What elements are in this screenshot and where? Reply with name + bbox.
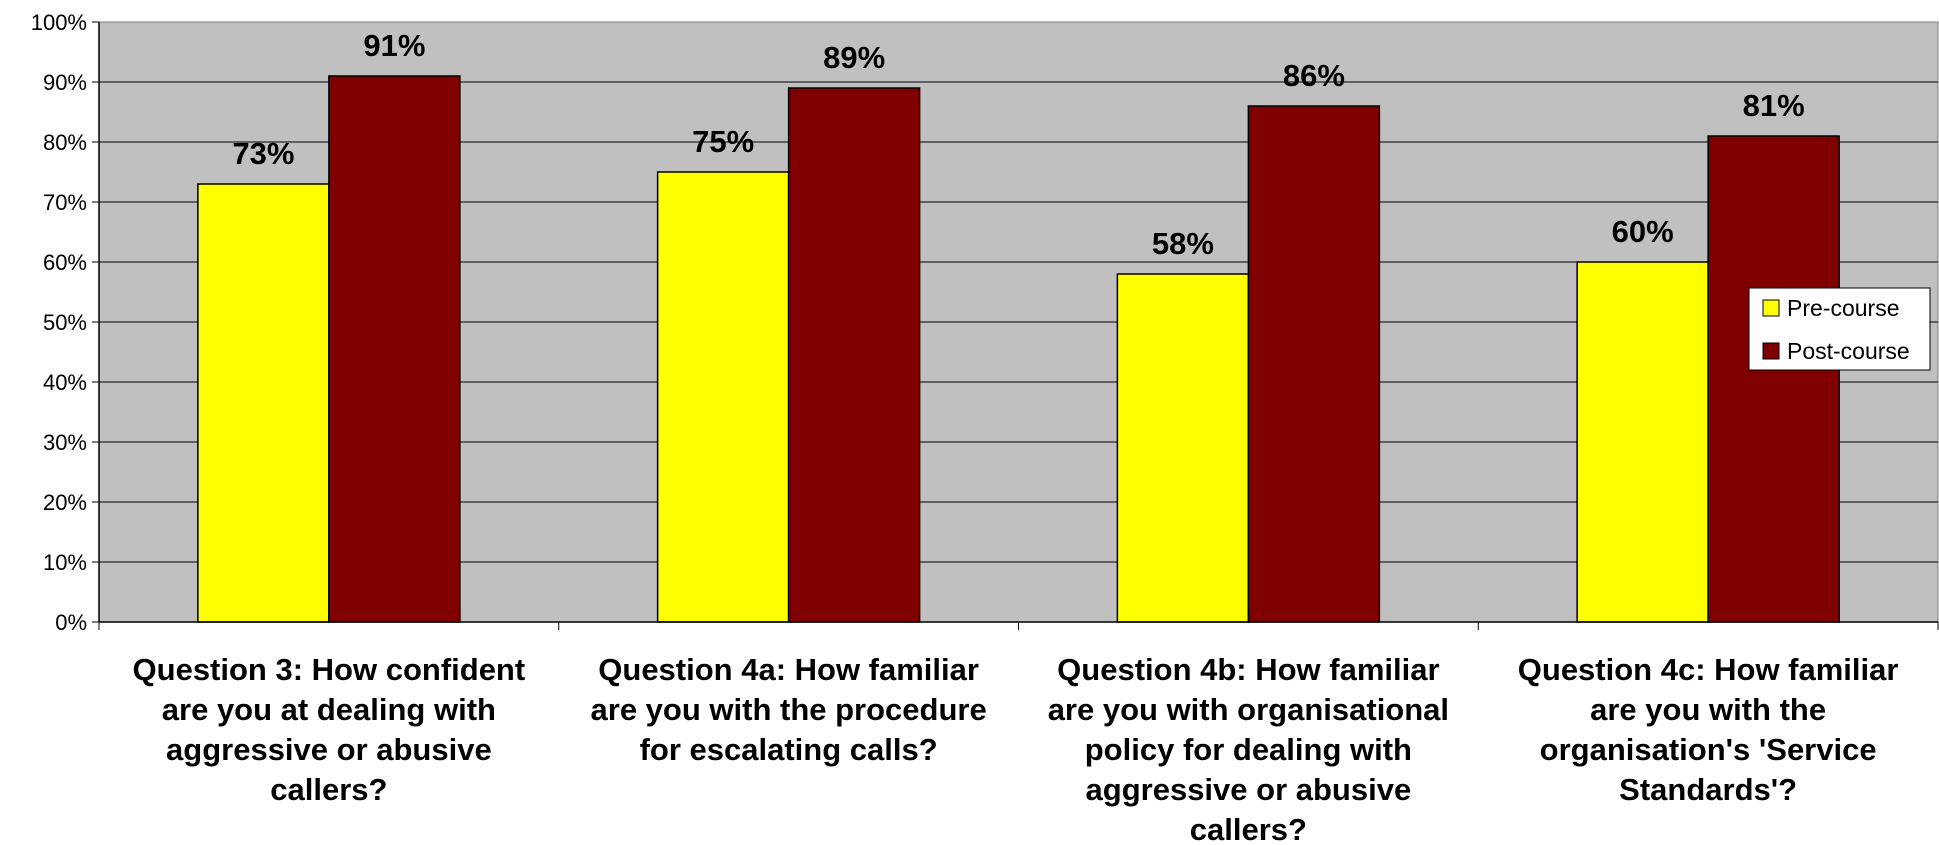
- bar-pre-course: [1116, 273, 1250, 623]
- data-label: 89%: [823, 40, 885, 75]
- y-tick-label: 50%: [43, 310, 87, 335]
- bar-post-course: [787, 87, 921, 623]
- y-tick-label: 70%: [43, 190, 87, 215]
- bar-post-course: [328, 75, 461, 623]
- legend-swatch: [1762, 342, 1780, 360]
- legend-label: Post-course: [1787, 338, 1910, 364]
- data-label: 73%: [232, 136, 294, 171]
- bar-pre-course: [1576, 261, 1709, 623]
- legend-label: Pre-course: [1787, 295, 1899, 321]
- y-tick-label: 10%: [43, 550, 87, 575]
- bar-pre-course: [656, 171, 790, 623]
- data-label: 60%: [1612, 214, 1674, 249]
- x-category-label: Question 4c: How familiar are you with th…: [1518, 652, 1899, 807]
- x-axis: Question 3: How confident are you at deal…: [98, 621, 1939, 845]
- x-category-label: Question 3: How confident are you at deal…: [133, 652, 526, 807]
- legend-swatch: [1762, 299, 1780, 317]
- bars: [197, 75, 1840, 623]
- data-label: 58%: [1152, 226, 1214, 261]
- bar-pre-course: [197, 183, 330, 623]
- data-label: 75%: [692, 124, 754, 159]
- y-axis: 0% 10% 20% 30% 40% 50% 60% 70% 80% 90% 100%: [31, 10, 100, 635]
- data-label: 91%: [363, 28, 425, 63]
- x-category-label: Question 4a: How familiar are you with th…: [591, 652, 987, 767]
- y-tick-label: 100%: [31, 10, 87, 35]
- y-tick-label: 20%: [43, 490, 87, 515]
- bar-post-course: [1707, 135, 1840, 623]
- y-tick-label: 60%: [43, 250, 87, 275]
- data-label: 81%: [1743, 88, 1805, 123]
- data-labels: 73% 91% 75% 89% 58% 86% 60% 81%: [232, 28, 1804, 261]
- x-category-label: Question 4b: How familiar are you with or…: [1048, 652, 1449, 845]
- y-tick-label: 30%: [43, 430, 87, 455]
- y-tick-label: 90%: [43, 70, 87, 95]
- y-tick-label: 40%: [43, 370, 87, 395]
- legend: Pre-course Post-course: [1748, 287, 1931, 371]
- y-tick-label: 0%: [55, 610, 87, 635]
- data-label: 86%: [1283, 58, 1345, 93]
- bar-post-course: [1247, 105, 1381, 623]
- y-tick-label: 80%: [43, 130, 87, 155]
